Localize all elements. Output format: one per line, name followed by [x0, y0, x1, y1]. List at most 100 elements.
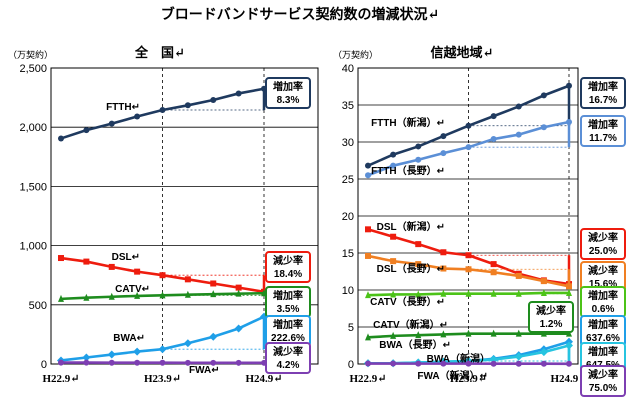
- series-CATV（長野）: [365, 288, 572, 299]
- callout-box: 減少率 15.6%: [580, 261, 626, 293]
- data-point: [515, 272, 522, 279]
- data-point: [539, 348, 548, 357]
- series-label: CATV（長野）↵: [370, 295, 445, 308]
- callout-box: 減少率 18.4%: [265, 251, 311, 283]
- series-label: FWA（新潟）↵: [417, 369, 488, 382]
- callout-value: 18.4%: [274, 269, 302, 280]
- callout-label: 減少率: [588, 264, 618, 277]
- data-point: [108, 292, 115, 300]
- data-point: [415, 331, 422, 339]
- chart-title: 信越地域↵: [431, 45, 494, 60]
- y-tick-label: 1,500: [19, 181, 47, 193]
- data-point: [83, 127, 90, 134]
- chart-title: 全 国↵: [134, 45, 185, 60]
- callout-frame: [580, 115, 626, 147]
- page-title: ブロードバンドサービス契約数の増減状況↵: [161, 6, 439, 23]
- series-DSL（新潟）: [365, 226, 572, 288]
- data-point: [134, 113, 141, 120]
- data-point: [415, 261, 422, 268]
- data-point: [83, 293, 90, 301]
- data-point: [515, 360, 522, 367]
- series-label: FTTH（長野）↵: [371, 164, 445, 177]
- series-FTTH（長野）: [365, 119, 572, 179]
- data-point: [515, 131, 522, 138]
- data-point: [440, 249, 447, 256]
- data-point: [209, 332, 218, 341]
- data-point: [390, 331, 397, 339]
- series-label: CATV↵: [115, 284, 150, 295]
- x-tick-label: H24.9↵: [245, 373, 282, 385]
- data-point: [490, 329, 497, 337]
- data-point: [134, 359, 141, 366]
- callout-label: 増加率: [273, 289, 303, 302]
- callout-frame: [265, 77, 311, 109]
- callout-frame: [580, 365, 626, 397]
- data-point: [540, 288, 547, 296]
- callout-label: 増加率: [588, 318, 618, 331]
- series-label: BWA（長野）↵: [379, 338, 451, 351]
- data-point: [82, 353, 91, 362]
- data-point: [134, 268, 141, 275]
- y-tick-label: 500: [29, 300, 47, 312]
- data-point: [440, 265, 447, 272]
- series-FWA（新潟）: [365, 360, 572, 367]
- data-point: [390, 151, 397, 158]
- data-point: [365, 360, 371, 367]
- callout-frame: [580, 77, 626, 109]
- chart-national: 0 500 1,000 1,500 2,000 2,500 H22.9↵ H23.9↵ H24.…: [8, 45, 319, 385]
- data-point: [133, 347, 142, 356]
- data-point: [440, 289, 447, 297]
- callout-value: 15.6%: [589, 279, 617, 290]
- data-point: [540, 92, 547, 99]
- data-point: [210, 96, 217, 103]
- series-label: DSL（新潟）↵: [377, 220, 445, 233]
- callout-value: 222.6%: [271, 333, 305, 344]
- data-point: [540, 329, 547, 337]
- x-tick-label: H22.9↵: [349, 373, 386, 385]
- callout-value: 4.2%: [277, 360, 300, 371]
- callout-label: 増加率: [273, 318, 303, 331]
- data-point: [415, 241, 422, 248]
- data-point: [159, 291, 166, 299]
- series-label: FTTH↵: [106, 102, 140, 113]
- data-point: [108, 359, 115, 366]
- x-tick-label: H23.9↵: [450, 373, 487, 385]
- callout-value: 0.6%: [592, 304, 615, 315]
- series-DSL（長野）: [365, 252, 572, 290]
- callout-label: 減少率: [588, 231, 618, 244]
- data-point: [390, 258, 397, 265]
- data-point: [540, 360, 547, 367]
- data-point: [490, 269, 497, 276]
- data-point: [108, 120, 115, 127]
- series-CATV: [58, 289, 267, 302]
- data-point: [83, 359, 90, 366]
- data-point: [440, 133, 447, 140]
- data-point: [566, 329, 572, 337]
- callout-box: 減少率 1.2%: [528, 301, 574, 333]
- data-point: [365, 333, 371, 341]
- series-label: DSL↵: [112, 252, 140, 263]
- callout-frame: [265, 342, 311, 374]
- y-tick-label: 2,000: [19, 122, 47, 134]
- data-point: [440, 330, 447, 338]
- series-label: DSL（長野）↵: [377, 262, 445, 275]
- data-point: [390, 360, 397, 367]
- data-point: [210, 359, 217, 366]
- callout-label: 減少率: [536, 304, 566, 317]
- data-point: [390, 233, 397, 240]
- callout-box: 増加率 222.6%: [265, 315, 311, 347]
- data-point: [515, 289, 522, 297]
- data-point: [390, 162, 397, 169]
- callout-box: 増加率 637.6%: [580, 315, 626, 347]
- data-point: [365, 162, 371, 169]
- data-point: [107, 350, 116, 359]
- callout-box: 減少率 4.2%: [265, 342, 311, 374]
- data-point: [184, 276, 191, 283]
- callout-value: 16.7%: [589, 95, 617, 106]
- x-tick-label: H23.9↵: [144, 373, 181, 385]
- data-point: [566, 288, 572, 296]
- y-tick-label: 35: [342, 100, 354, 112]
- y-tick-label: 25: [342, 174, 354, 186]
- data-point: [235, 289, 242, 297]
- callout-label: 増加率: [588, 80, 618, 93]
